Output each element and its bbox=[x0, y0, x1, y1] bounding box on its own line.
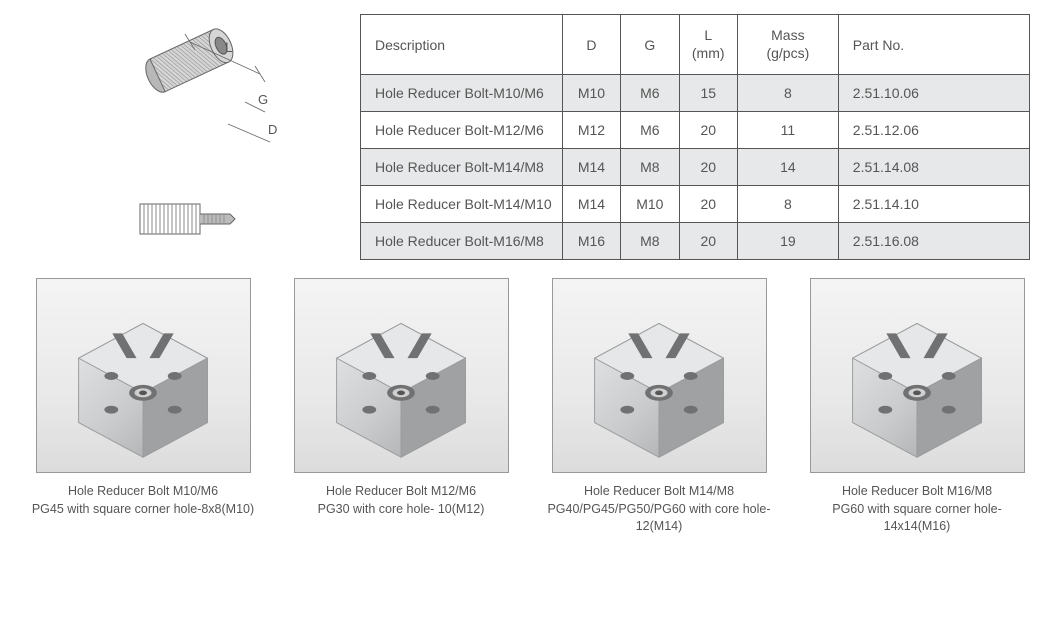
th-part: Part No. bbox=[838, 15, 1029, 75]
cell-desc: Hole Reducer Bolt-M12/M6 bbox=[361, 112, 563, 149]
cell-g: M10 bbox=[621, 186, 679, 223]
cell-g: M8 bbox=[621, 223, 679, 260]
cell-l: 20 bbox=[679, 149, 737, 186]
th-mass-line1: Mass bbox=[746, 27, 830, 45]
cell-d: M14 bbox=[562, 149, 620, 186]
cell-g: M6 bbox=[621, 112, 679, 149]
cell-mass: 14 bbox=[737, 149, 838, 186]
th-mass: Mass (g/pcs) bbox=[737, 15, 838, 75]
cell-part: 2.51.10.06 bbox=[838, 75, 1029, 112]
table-header-row: Description D G L (mm) Mass (g/pcs) Part… bbox=[361, 15, 1030, 75]
product-card: Hole Reducer Bolt M16/M8 PG60 with squar… bbox=[802, 278, 1032, 536]
cell-part: 2.51.12.06 bbox=[838, 112, 1029, 149]
cell-mass: 11 bbox=[737, 112, 838, 149]
th-description: Description bbox=[361, 15, 563, 75]
product-card: Hole Reducer Bolt M14/M8 PG40/PG45/PG50/… bbox=[544, 278, 774, 536]
bolt-dimension-diagram: L G D bbox=[90, 24, 290, 154]
product-image bbox=[36, 278, 251, 473]
caption-title: Hole Reducer Bolt M14/M8 bbox=[544, 483, 774, 501]
cell-desc: Hole Reducer Bolt-M10/M6 bbox=[361, 75, 563, 112]
product-caption: Hole Reducer Bolt M14/M8 PG40/PG45/PG50/… bbox=[544, 483, 774, 536]
caption-sub: PG40/PG45/PG50/PG60 with core hole- 12(M… bbox=[544, 501, 774, 536]
product-caption: Hole Reducer Bolt M16/M8 PG60 with squar… bbox=[802, 483, 1032, 536]
cell-desc: Hole Reducer Bolt-M16/M8 bbox=[361, 223, 563, 260]
table-row: Hole Reducer Bolt-M16/M8M16M820192.51.16… bbox=[361, 223, 1030, 260]
caption-title: Hole Reducer Bolt M10/M6 bbox=[32, 483, 254, 501]
cell-d: M12 bbox=[562, 112, 620, 149]
product-caption: Hole Reducer Bolt M10/M6 PG45 with squar… bbox=[32, 483, 254, 518]
cell-l: 20 bbox=[679, 112, 737, 149]
cell-d: M16 bbox=[562, 223, 620, 260]
cell-part: 2.51.14.10 bbox=[838, 186, 1029, 223]
cell-mass: 19 bbox=[737, 223, 838, 260]
cell-g: M6 bbox=[621, 75, 679, 112]
th-mass-line2: (g/pcs) bbox=[746, 45, 830, 63]
cell-part: 2.51.14.08 bbox=[838, 149, 1029, 186]
spec-table: Description D G L (mm) Mass (g/pcs) Part… bbox=[360, 14, 1030, 260]
cell-desc: Hole Reducer Bolt-M14/M8 bbox=[361, 149, 563, 186]
caption-sub: PG45 with square corner hole-8x8(M10) bbox=[32, 501, 254, 519]
cell-desc: Hole Reducer Bolt-M14/M10 bbox=[361, 186, 563, 223]
cell-l: 20 bbox=[679, 186, 737, 223]
dimension-diagram-column: L G D bbox=[20, 14, 360, 244]
cell-d: M14 bbox=[562, 186, 620, 223]
diagram-label-l: L bbox=[225, 39, 233, 55]
cell-l: 15 bbox=[679, 75, 737, 112]
cell-part: 2.51.16.08 bbox=[838, 223, 1029, 260]
caption-sub: PG60 with square corner hole-14x14(M16) bbox=[802, 501, 1032, 536]
table-row: Hole Reducer Bolt-M14/M8M14M820142.51.14… bbox=[361, 149, 1030, 186]
diagram-label-g: G bbox=[258, 92, 268, 107]
cell-g: M8 bbox=[621, 149, 679, 186]
table-row: Hole Reducer Bolt-M14/M10M14M102082.51.1… bbox=[361, 186, 1030, 223]
cell-mass: 8 bbox=[737, 75, 838, 112]
cell-l: 20 bbox=[679, 223, 737, 260]
product-caption: Hole Reducer Bolt M12/M6 PG30 with core … bbox=[318, 483, 485, 518]
th-l: L (mm) bbox=[679, 15, 737, 75]
table-row: Hole Reducer Bolt-M12/M6M12M620112.51.12… bbox=[361, 112, 1030, 149]
bolt-side-diagram bbox=[130, 194, 250, 244]
caption-title: Hole Reducer Bolt M16/M8 bbox=[802, 483, 1032, 501]
table-row: Hole Reducer Bolt-M10/M6M10M61582.51.10.… bbox=[361, 75, 1030, 112]
product-image bbox=[294, 278, 509, 473]
diagram-label-d: D bbox=[268, 122, 277, 137]
product-image bbox=[552, 278, 767, 473]
th-d: D bbox=[562, 15, 620, 75]
product-image bbox=[810, 278, 1025, 473]
cell-mass: 8 bbox=[737, 186, 838, 223]
product-card: Hole Reducer Bolt M10/M6 PG45 with squar… bbox=[28, 278, 258, 536]
cell-d: M10 bbox=[562, 75, 620, 112]
caption-title: Hole Reducer Bolt M12/M6 bbox=[318, 483, 485, 501]
th-g: G bbox=[621, 15, 679, 75]
product-card: Hole Reducer Bolt M12/M6 PG30 with core … bbox=[286, 278, 516, 536]
th-l-line1: L bbox=[688, 27, 729, 45]
th-l-line2: (mm) bbox=[688, 45, 729, 63]
caption-sub: PG30 with core hole- 10(M12) bbox=[318, 501, 485, 519]
